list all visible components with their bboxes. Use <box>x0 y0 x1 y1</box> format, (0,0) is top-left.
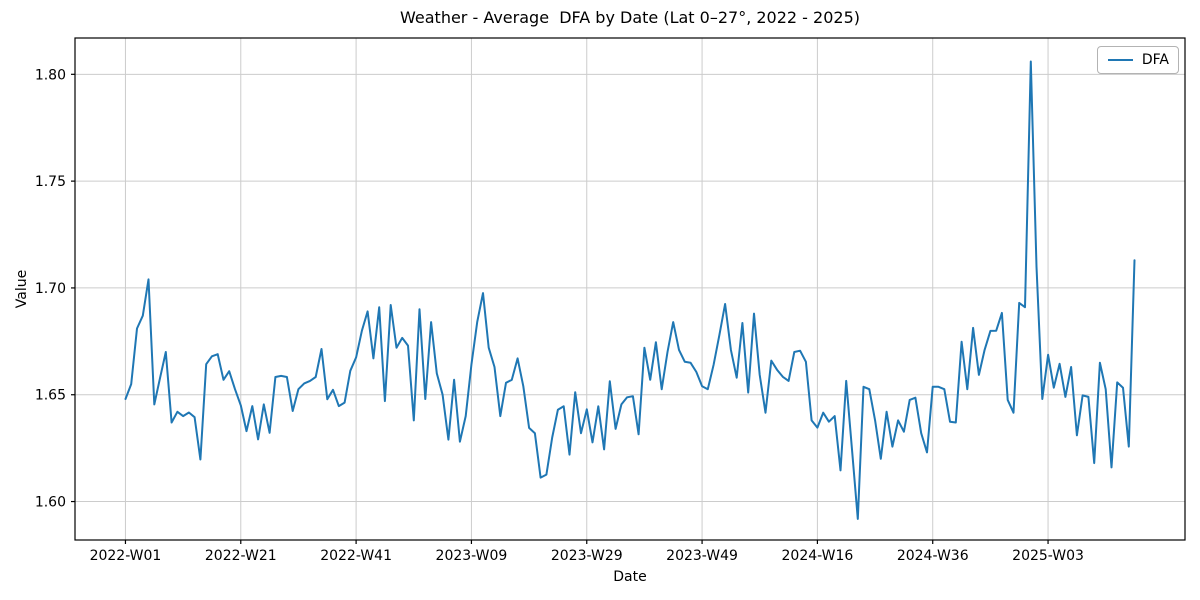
plot-border <box>74 37 1186 541</box>
x-tick-label: 2023-W29 <box>551 548 623 564</box>
x-tick-label: 2024-W36 <box>897 548 969 564</box>
data-line-dfa <box>124 60 1136 520</box>
y-tick-label: 1.80 <box>35 67 66 83</box>
x-axis-label: Date <box>613 569 647 585</box>
x-tick-label: 2024-W16 <box>782 548 854 564</box>
y-tick-label: 1.75 <box>35 174 66 190</box>
x-tick-label: 2023-W09 <box>436 548 508 564</box>
x-tick-label: 2025-W03 <box>1012 548 1084 564</box>
y-tick-label: 1.65 <box>35 388 66 404</box>
y-axis-label: Value <box>14 269 30 309</box>
y-tick-label: 1.70 <box>35 281 66 297</box>
legend: DFA <box>1096 46 1179 74</box>
y-tick-label: 1.60 <box>35 495 66 511</box>
x-tick-label: 2022-W21 <box>205 548 277 564</box>
x-tick-label: 2022-W01 <box>90 548 162 564</box>
x-tick-label: 2023-W49 <box>666 548 738 564</box>
x-tick-label: 2022-W41 <box>320 548 392 564</box>
legend-line-sample <box>1107 59 1133 61</box>
legend-label: DFA <box>1141 52 1169 68</box>
chart-title: Weather - Average DFA by Date (Lat 0–27°… <box>400 8 860 27</box>
